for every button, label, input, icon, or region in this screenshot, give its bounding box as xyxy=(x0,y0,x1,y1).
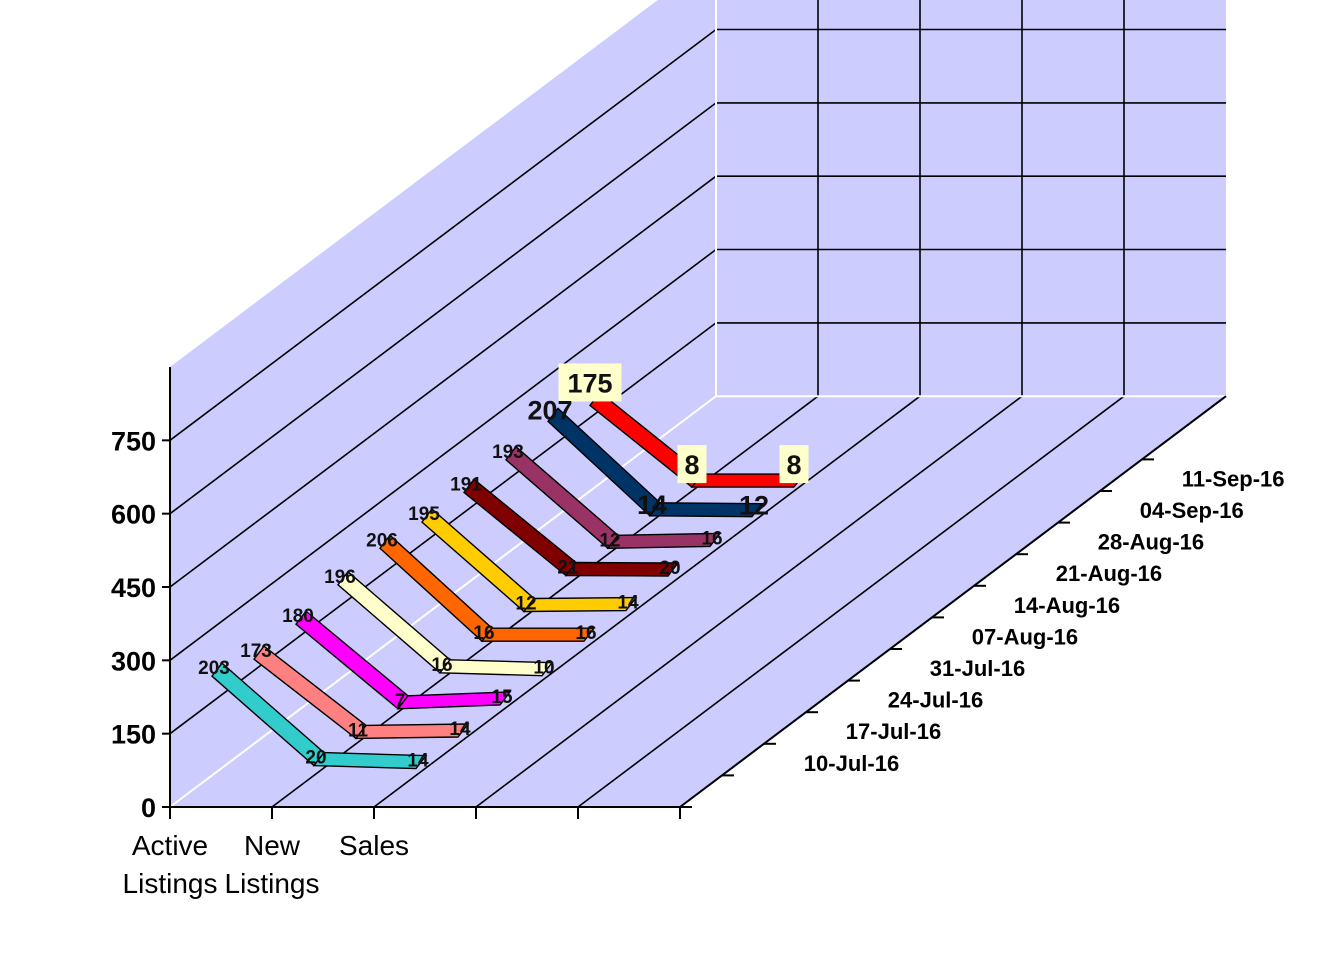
date-label: 04-Sep-16 xyxy=(1140,498,1244,523)
series-ribbon xyxy=(564,561,680,577)
y-tick-label: 750 xyxy=(111,426,156,456)
series-ribbon xyxy=(480,627,596,642)
date-label: 31-Jul-16 xyxy=(930,656,1025,681)
data-label: 196 xyxy=(324,567,356,588)
category-label: Sales xyxy=(339,830,409,861)
data-label: 207 xyxy=(527,395,572,425)
date-label: 10-Jul-16 xyxy=(804,751,899,776)
date-label: 28-Aug-16 xyxy=(1098,530,1204,555)
data-label: 20 xyxy=(659,558,680,579)
data-label: 14 xyxy=(449,719,471,740)
data-label: 14 xyxy=(617,593,639,614)
data-label: 8 xyxy=(684,450,699,480)
chart-series xyxy=(211,391,806,770)
data-label: 195 xyxy=(408,504,440,525)
date-label: 11-Sep-16 xyxy=(1182,466,1285,491)
y-tick-label: 600 xyxy=(111,500,156,530)
data-label: 12 xyxy=(599,530,620,551)
data-label: 14 xyxy=(637,490,667,520)
data-label: 12 xyxy=(515,594,536,615)
date-label: 24-Jul-16 xyxy=(888,688,983,713)
chart-walls xyxy=(170,0,1226,807)
data-label: 16 xyxy=(575,623,596,644)
depth-axis-line xyxy=(679,395,1227,808)
data-label: 7 xyxy=(395,691,406,712)
data-label: 203 xyxy=(198,658,230,679)
floor-gridline xyxy=(475,395,1023,808)
data-label-box xyxy=(558,363,622,402)
data-label: 12 xyxy=(739,491,769,521)
data-label: 8 xyxy=(786,450,801,480)
date-label: 17-Jul-16 xyxy=(846,719,941,744)
data-label: 206 xyxy=(366,530,398,551)
data-label-box xyxy=(677,445,707,484)
data-label: 20 xyxy=(305,748,326,769)
data-label: 16 xyxy=(701,528,722,549)
y-tick-label: 450 xyxy=(111,573,156,603)
series-ribbon xyxy=(354,723,470,740)
data-label: 193 xyxy=(492,442,524,463)
data-label-box xyxy=(779,445,809,484)
floor-gridline xyxy=(577,395,1125,808)
data-label: 16 xyxy=(473,623,494,644)
date-label: 21-Aug-16 xyxy=(1056,561,1162,586)
data-label: 180 xyxy=(282,606,314,627)
date-label: 14-Aug-16 xyxy=(1014,593,1120,618)
series-ribbon xyxy=(396,691,512,710)
data-label: 191 xyxy=(450,474,482,495)
data-label: 15 xyxy=(491,687,513,708)
category-label: Active xyxy=(132,830,208,861)
y-tick-label: 0 xyxy=(141,793,156,823)
data-label: 175 xyxy=(567,368,612,398)
series-ribbon xyxy=(522,596,638,613)
data-label: 14 xyxy=(407,751,429,772)
chart-axes: 0 150 300 450 600 750 10-Jul-16 17-Jul-16 24-Jul… xyxy=(111,367,1285,899)
back-wall xyxy=(716,0,1226,397)
data-label: 11 xyxy=(348,720,369,741)
data-label: 10 xyxy=(533,658,554,679)
data-label: 173 xyxy=(240,641,272,662)
y-tick-label: 300 xyxy=(111,646,156,676)
series-ribbon xyxy=(438,659,554,677)
data-label: 16 xyxy=(431,655,452,676)
series-ribbon xyxy=(648,502,764,518)
date-label: 07-Aug-16 xyxy=(972,624,1078,649)
y-tick-label: 150 xyxy=(111,720,156,750)
series-ribbon xyxy=(606,532,722,550)
category-label: New xyxy=(244,830,301,861)
series-ribbon xyxy=(312,751,428,770)
floor-gridline xyxy=(373,395,921,808)
category-label: Listings xyxy=(123,868,218,899)
category-label: Listings xyxy=(225,868,320,899)
data-label: 21 xyxy=(557,558,579,579)
side-wall xyxy=(170,0,716,807)
